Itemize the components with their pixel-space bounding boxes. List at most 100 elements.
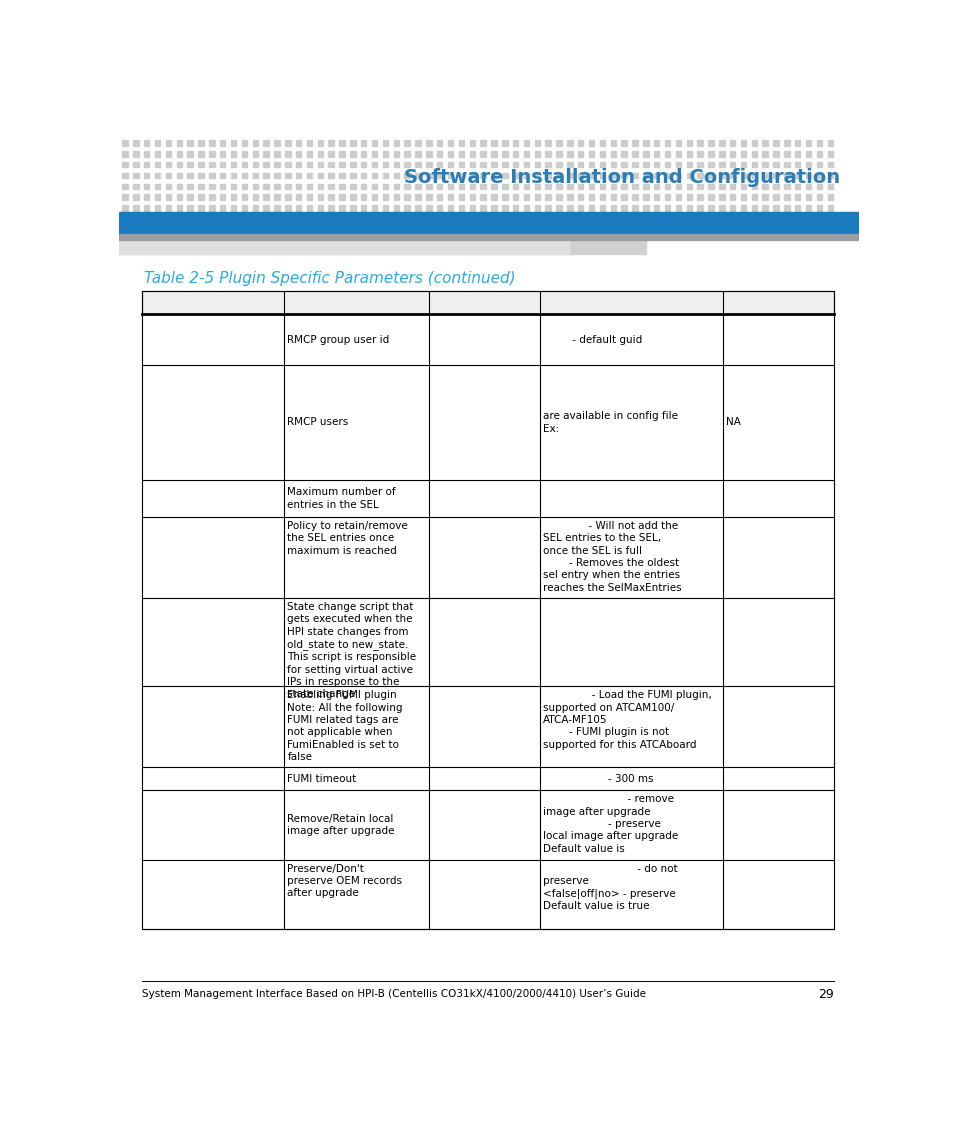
Bar — [794, 151, 800, 157]
Bar — [599, 151, 604, 157]
Bar — [372, 183, 377, 189]
Bar — [469, 205, 475, 211]
Bar — [382, 205, 388, 211]
Bar — [480, 183, 485, 189]
Text: 29: 29 — [817, 988, 833, 1001]
Bar — [751, 195, 757, 199]
Bar — [339, 141, 344, 145]
Bar — [783, 151, 789, 157]
Bar — [231, 205, 236, 211]
Bar — [263, 195, 269, 199]
Bar — [382, 195, 388, 199]
Bar — [719, 195, 723, 199]
Bar — [578, 163, 583, 167]
Bar — [501, 141, 507, 145]
Bar — [719, 173, 723, 179]
Bar — [599, 195, 604, 199]
Bar — [534, 195, 539, 199]
Bar — [415, 173, 420, 179]
Bar — [285, 151, 291, 157]
Bar — [534, 205, 539, 211]
Bar — [119, 234, 858, 239]
Bar — [307, 163, 312, 167]
Bar — [513, 173, 517, 179]
Text: - Load the FUMI plugin,
supported on ATCAM100/
ATCA-MF105
        - FUMI plugin : - Load the FUMI plugin, supported on ATC… — [542, 690, 711, 750]
Text: Built-in Default: Built-in Default — [725, 298, 809, 308]
Bar — [697, 173, 702, 179]
Bar — [209, 173, 214, 179]
Text: State change script that
gets executed when the
HPI state changes from
old_state: State change script that gets executed w… — [287, 602, 416, 700]
Bar — [686, 173, 691, 179]
Bar — [599, 173, 604, 179]
Bar — [491, 195, 497, 199]
Bar — [404, 141, 410, 145]
Bar — [773, 195, 778, 199]
Bar — [436, 195, 442, 199]
Bar — [231, 183, 236, 189]
Bar — [122, 195, 128, 199]
Bar — [697, 141, 702, 145]
Bar — [447, 205, 453, 211]
Bar — [447, 151, 453, 157]
Text: - do not
preserve
<false|off|no> - preserve
Default value is true: - do not preserve <false|off|no> - prese… — [542, 863, 677, 911]
Bar — [382, 183, 388, 189]
Bar — [295, 195, 301, 199]
Bar — [142, 291, 833, 929]
Bar — [285, 163, 291, 167]
Bar — [426, 195, 431, 199]
Text: Table 2-5 Plugin Specific Parameters (continued): Table 2-5 Plugin Specific Parameters (co… — [144, 271, 516, 286]
Bar — [119, 239, 568, 254]
Bar — [263, 205, 269, 211]
Bar — [654, 195, 659, 199]
Bar — [166, 163, 171, 167]
Bar — [144, 183, 150, 189]
Bar — [447, 195, 453, 199]
Bar — [707, 151, 713, 157]
Bar — [176, 183, 182, 189]
Bar — [740, 205, 745, 211]
Bar — [307, 151, 312, 157]
Bar — [610, 173, 616, 179]
Bar — [350, 151, 355, 157]
Bar — [827, 151, 832, 157]
Bar — [729, 195, 735, 199]
Bar — [794, 141, 800, 145]
Bar — [697, 163, 702, 167]
Bar — [707, 141, 713, 145]
Bar — [805, 141, 810, 145]
Bar — [480, 195, 485, 199]
Bar — [805, 205, 810, 211]
Bar — [556, 163, 561, 167]
Bar — [567, 183, 572, 189]
Text: Policy to retain/remove
the SEL entries once
maximum is reached: Policy to retain/remove the SEL entries … — [287, 521, 408, 555]
Bar — [654, 151, 659, 157]
Bar — [404, 183, 410, 189]
Bar — [740, 141, 745, 145]
Bar — [491, 205, 497, 211]
Bar — [773, 151, 778, 157]
Bar — [274, 141, 279, 145]
Bar — [372, 195, 377, 199]
Bar — [729, 141, 735, 145]
Bar — [220, 163, 225, 167]
Bar — [166, 173, 171, 179]
Bar — [187, 195, 193, 199]
Bar — [719, 151, 723, 157]
Bar — [209, 205, 214, 211]
Bar — [436, 141, 442, 145]
Bar — [534, 183, 539, 189]
Bar — [816, 205, 821, 211]
Bar — [154, 173, 160, 179]
Bar — [794, 183, 800, 189]
Bar — [436, 205, 442, 211]
Bar — [360, 151, 366, 157]
Bar — [686, 141, 691, 145]
Bar — [339, 183, 344, 189]
Bar — [394, 205, 398, 211]
Bar — [253, 195, 257, 199]
Bar — [675, 141, 680, 145]
Bar — [632, 173, 637, 179]
Bar — [382, 151, 388, 157]
Bar — [263, 163, 269, 167]
Bar — [241, 173, 247, 179]
